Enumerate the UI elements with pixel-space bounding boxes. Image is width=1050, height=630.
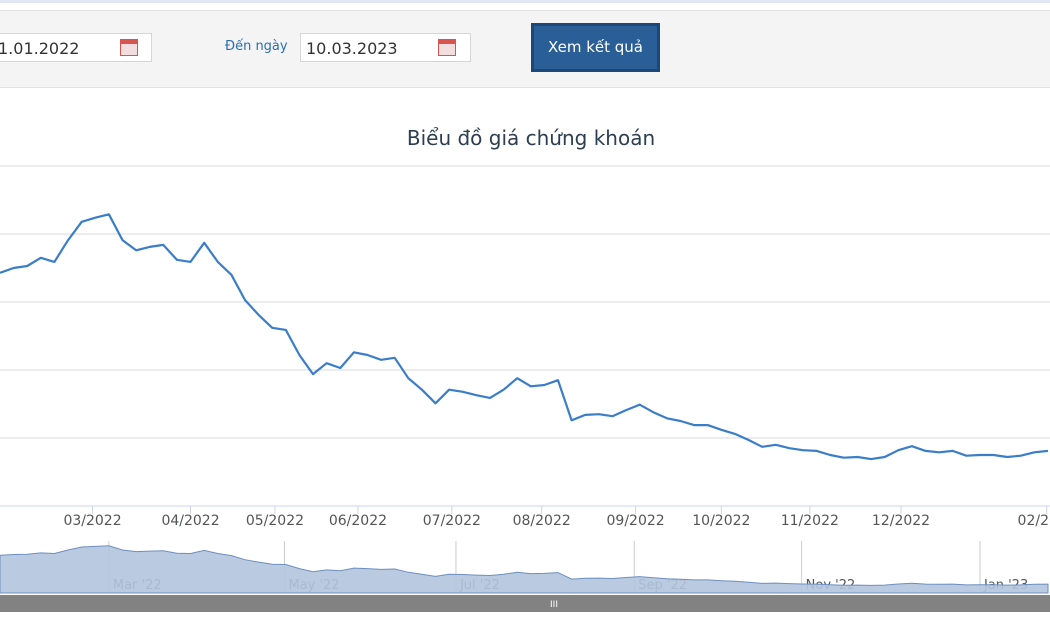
x-tick-label: 11/2022	[781, 513, 839, 529]
x-tick-label: 07/2022	[423, 513, 481, 529]
to-date: 10.03.2023	[306, 39, 398, 58]
x-tick-label: 06/2022	[329, 513, 387, 529]
x-tick-label: 09/2022	[607, 513, 665, 529]
chart-title: Biểu đồ giá chứng khoán	[407, 126, 655, 150]
x-tick-label: 12/2022	[872, 513, 930, 529]
scrollbar[interactable]	[0, 595, 1050, 612]
to-date-input[interactable]: 10.03.2023	[300, 33, 471, 62]
navigator-area	[0, 545, 1049, 594]
from-date-input[interactable]: 1.01.2022	[0, 33, 152, 62]
date-filter-bar: 1.01.2022 Đến ngày 10.03.2023 Xem kết qu…	[0, 10, 1050, 88]
calendar-icon[interactable]	[120, 39, 138, 56]
calendar-icon[interactable]	[438, 39, 456, 56]
from-date: 1.01.2022	[0, 39, 80, 58]
to-date-label: Đến ngày	[225, 39, 288, 54]
x-tick-label: 04/2022	[161, 513, 219, 529]
top-border	[0, 0, 1050, 3]
price-line	[0, 213, 1049, 461]
x-tick-label: 08/2022	[513, 513, 571, 529]
x-tick-label: 05/2022	[246, 513, 304, 529]
scrollbar-grip[interactable]: III	[550, 600, 558, 610]
x-tick-label: 03/2022	[63, 513, 121, 529]
x-tick-label: 02/2023	[1018, 513, 1050, 529]
submit-button[interactable]: Xem kết quả	[531, 23, 660, 72]
x-tick-label: 10/2022	[692, 513, 750, 529]
